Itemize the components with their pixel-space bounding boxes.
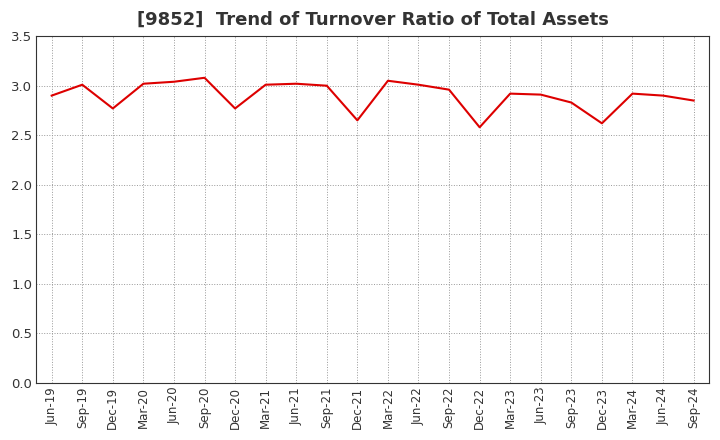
Title: [9852]  Trend of Turnover Ratio of Total Assets: [9852] Trend of Turnover Ratio of Total …	[137, 11, 608, 29]
